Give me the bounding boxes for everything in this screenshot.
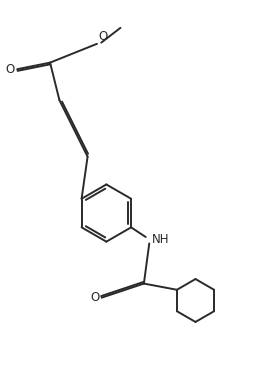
- Text: O: O: [98, 30, 107, 43]
- Text: O: O: [90, 291, 99, 304]
- Text: NH: NH: [152, 233, 169, 246]
- Text: O: O: [5, 63, 14, 76]
